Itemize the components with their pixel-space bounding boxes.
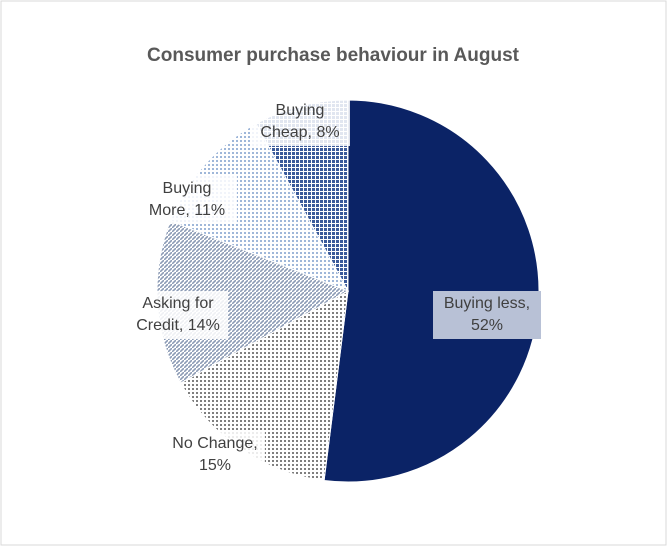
data-label: Buying less, 52%	[433, 291, 541, 339]
data-label: Buying Cheap, 8%	[250, 98, 350, 146]
chart-title: Consumer purchase behaviour in August	[147, 45, 520, 66]
data-label: Buying More, 11%	[137, 176, 237, 224]
data-label: No Change, 15%	[165, 431, 265, 479]
data-label: Asking for Credit, 14%	[128, 291, 228, 339]
